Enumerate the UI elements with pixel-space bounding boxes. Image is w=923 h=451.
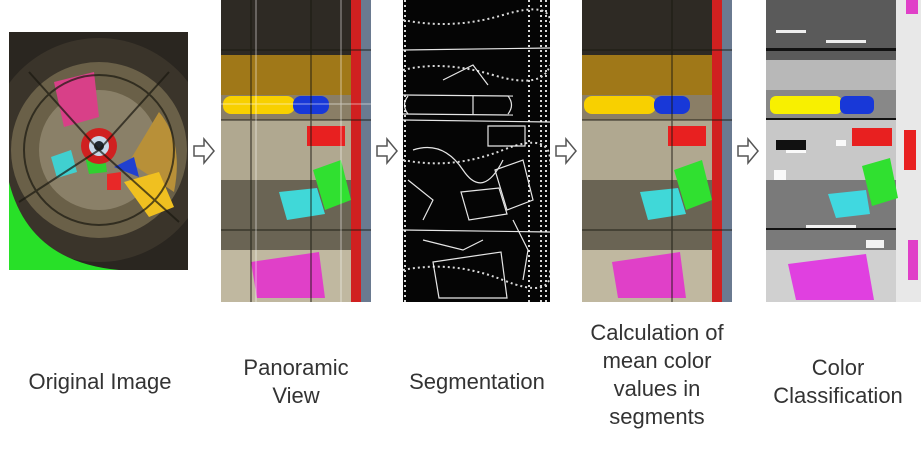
label-mean-color-values: Calculation of mean color values in segm… [590,320,724,429]
mean-color-image [582,0,732,302]
color-classification-image [766,0,921,302]
hollow-right-arrow-icon [737,137,759,165]
label-panoramic-view: Panoramic View [243,355,349,408]
hollow-right-arrow-icon [376,137,398,165]
original-image [9,32,188,270]
label-color-classification: Color Classification [773,355,903,408]
label-segmentation: Segmentation [409,369,545,394]
hollow-right-arrow-icon [555,137,577,165]
label-original-image: Original Image [28,369,172,394]
panoramic-view-image [221,0,371,302]
hollow-right-arrow-icon [193,137,215,165]
segmentation-image [403,0,550,302]
